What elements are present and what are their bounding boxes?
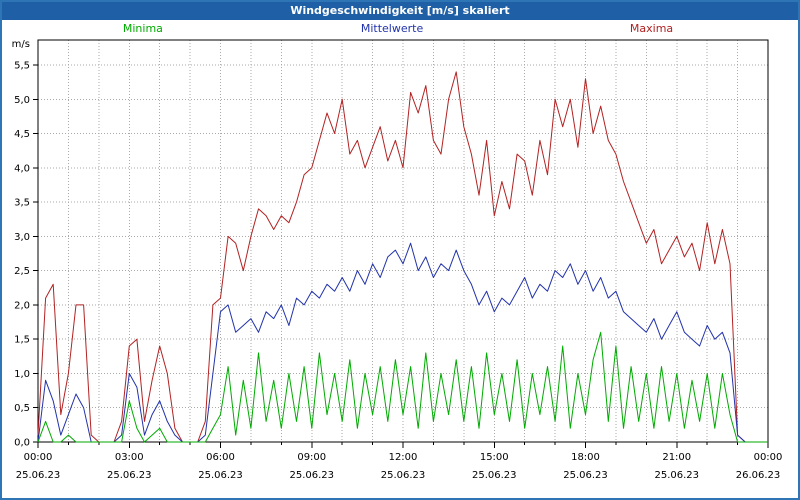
svg-text:25.06.23: 25.06.23 xyxy=(472,470,517,481)
legend-maxima: Maxima xyxy=(629,22,674,35)
svg-text:25.06.23: 25.06.23 xyxy=(198,470,243,481)
svg-text:25.06.23: 25.06.23 xyxy=(16,470,61,481)
svg-text:4,5: 4,5 xyxy=(14,129,30,140)
svg-text:15:00: 15:00 xyxy=(480,452,509,463)
svg-text:0,5: 0,5 xyxy=(14,403,30,414)
x-date-labels: 25.06.23 25.06.23 25.06.23 25.06.23 25.06.23… xyxy=(16,470,781,481)
series-line-minima xyxy=(37,331,768,443)
svg-text:25.06.23: 25.06.23 xyxy=(381,470,426,481)
svg-text:5,5: 5,5 xyxy=(14,61,30,72)
x-tick-labels: 00:00 03:00 06:00 09:00 12:00 15:00 18:00 21:00… xyxy=(24,452,783,463)
window-title: Windgeschwindigkeit [m/s] skaliert xyxy=(2,2,798,20)
svg-text:12:00: 12:00 xyxy=(389,452,418,463)
svg-text:06:00: 06:00 xyxy=(206,452,235,463)
series-line-maxima xyxy=(37,71,768,443)
series-line-mittelwerte xyxy=(37,242,768,443)
svg-text:25.06.23: 25.06.23 xyxy=(654,470,699,481)
wind-speed-chart: 0,0 0,5 1,0 1,5 2,0 2,5 3,0 3,5 4,0 4,5 5,0 5,5 m/s 0… xyxy=(12,39,783,481)
svg-text:25.06.23: 25.06.23 xyxy=(107,470,152,481)
svg-text:18:00: 18:00 xyxy=(571,452,600,463)
svg-text:26.06.23: 26.06.23 xyxy=(736,470,781,481)
svg-text:21:00: 21:00 xyxy=(662,452,691,463)
svg-text:3,5: 3,5 xyxy=(14,198,30,209)
y-axis-unit-label: m/s xyxy=(12,39,30,50)
svg-text:00:00: 00:00 xyxy=(754,452,783,463)
svg-text:25.06.23: 25.06.23 xyxy=(289,470,334,481)
svg-text:5,0: 5,0 xyxy=(14,95,30,106)
y-tick-labels: 0,0 0,5 1,0 1,5 2,0 2,5 3,0 3,5 4,0 4,5 5,0 5,5 xyxy=(14,61,30,449)
gridlines xyxy=(38,40,768,442)
svg-text:2,0: 2,0 xyxy=(14,300,30,311)
legend: Minima Mittelwerte Maxima xyxy=(2,20,798,37)
svg-text:09:00: 09:00 xyxy=(297,452,326,463)
axis-ticks xyxy=(33,64,769,448)
legend-minima: Minima xyxy=(122,22,163,35)
svg-text:0,0: 0,0 xyxy=(14,438,30,449)
svg-text:1,0: 1,0 xyxy=(14,369,30,380)
svg-text:2,5: 2,5 xyxy=(14,266,30,277)
legend-mittelwerte: Mittelwerte xyxy=(360,22,424,35)
svg-text:1,5: 1,5 xyxy=(14,335,30,346)
svg-text:00:00: 00:00 xyxy=(24,452,53,463)
svg-text:25.06.23: 25.06.23 xyxy=(563,470,608,481)
svg-text:3,0: 3,0 xyxy=(14,232,30,243)
svg-text:4,0: 4,0 xyxy=(14,163,30,174)
svg-text:03:00: 03:00 xyxy=(115,452,144,463)
